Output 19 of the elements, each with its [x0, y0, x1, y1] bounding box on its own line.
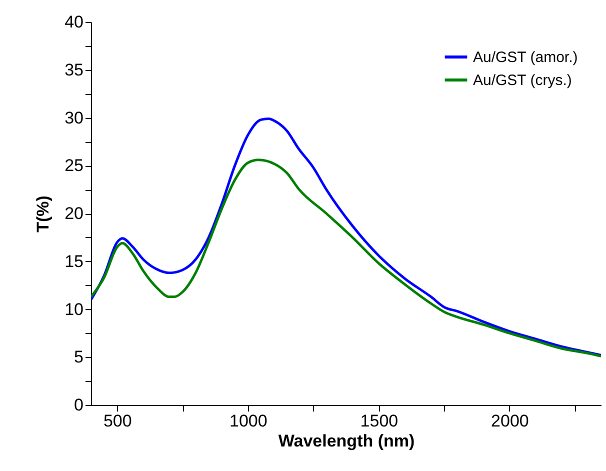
- legend-label: Au/GST (crys.): [473, 72, 572, 89]
- line-series: [91, 117, 601, 356]
- y-axis-title: T(%): [34, 196, 53, 232]
- y-tick-label: 5: [74, 348, 84, 367]
- y-tick-label: 35: [64, 60, 84, 80]
- x-axis-title: Wavelength (nm): [278, 432, 415, 450]
- y-tick-label: 40: [64, 12, 84, 32]
- legend-label: Au/GST (amor.): [473, 49, 578, 66]
- x-tick-label: 1500: [360, 412, 398, 430]
- y-tick-label: 25: [64, 156, 84, 176]
- y-tick-label: 15: [64, 252, 84, 271]
- y-tick-label: 10: [64, 300, 84, 319]
- x-tick-label: 1000: [230, 412, 268, 430]
- x-tick-label: 500: [103, 412, 132, 430]
- x-tick-label: 2000: [491, 412, 529, 430]
- line-series: [91, 158, 601, 358]
- y-tick-label: 30: [64, 108, 84, 128]
- y-tick-label: 20: [64, 204, 84, 223]
- y-tick-label: 0: [74, 396, 84, 414]
